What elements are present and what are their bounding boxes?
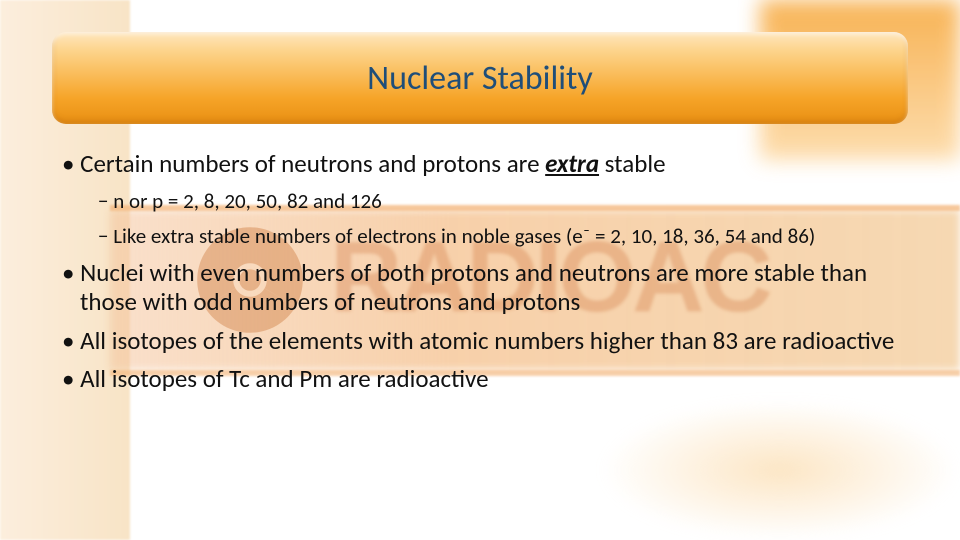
bg-bottom-glow bbox=[600, 400, 960, 540]
content-body: Certain numbers of neutrons and protons … bbox=[62, 150, 908, 404]
bullet-1-pre: Certain numbers of neutrons and protons … bbox=[80, 148, 545, 179]
bullet-4: All isotopes of Tc and Pm are radioactiv… bbox=[62, 365, 908, 394]
bullet-1a: n or p = 2, 8, 20, 50, 82 and 126 bbox=[62, 189, 908, 214]
bullet-1b: Like extra stable numbers of electrons i… bbox=[62, 224, 908, 249]
slide-title: Nuclear Stability bbox=[367, 58, 593, 99]
bullet-3: All isotopes of the elements with atomic… bbox=[62, 327, 908, 356]
bullet-2: Nuclei with even numbers of both protons… bbox=[62, 259, 908, 317]
bullet-1-post: stable bbox=[599, 148, 666, 179]
slide: RADIOAC Nuclear Stability Certain number… bbox=[0, 0, 960, 540]
bullet-1-emph: extra bbox=[545, 148, 599, 179]
title-bar: Nuclear Stability bbox=[52, 32, 908, 124]
bullet-1: Certain numbers of neutrons and protons … bbox=[62, 150, 908, 179]
